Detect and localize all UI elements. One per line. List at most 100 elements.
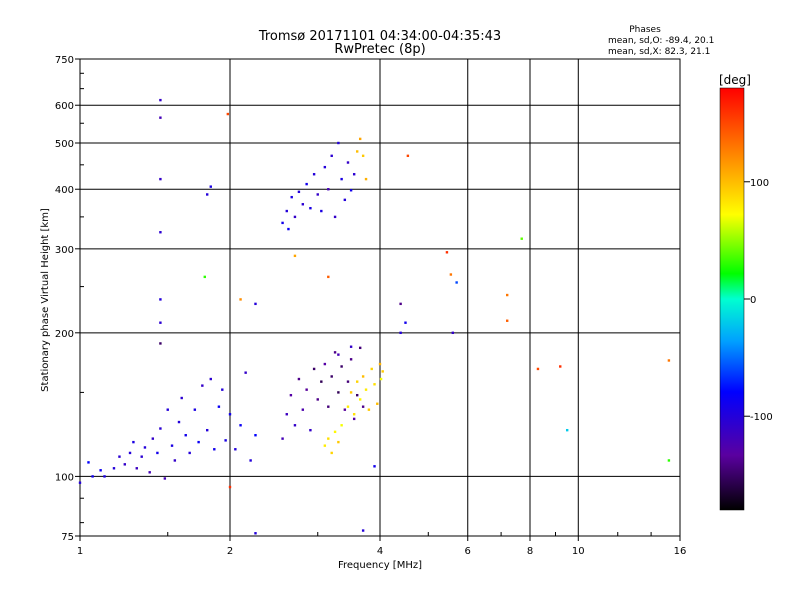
data-point [293,215,297,219]
data-point [358,346,362,350]
data-point [135,467,138,470]
data-point [301,408,305,411]
data-point [346,380,350,383]
data-point [224,439,227,442]
data-point [239,298,242,301]
data-point [254,532,257,535]
data-point [361,529,365,532]
data-point [565,428,569,432]
data-point [197,440,200,444]
data-point [128,451,132,455]
data-point [343,408,347,411]
data-point [536,367,540,371]
data-point [234,448,237,451]
data-point [337,440,340,444]
data-point [254,434,257,437]
axis-ticks [75,58,681,541]
data-point [349,391,353,394]
data-point [193,408,197,411]
data-point [148,471,151,474]
data-point [297,377,301,381]
data-point [305,388,308,391]
data-point [159,177,162,181]
data-point [203,275,206,279]
data-point [330,375,333,378]
data-point [205,428,209,432]
data-point [91,475,94,478]
data-point [381,370,384,373]
data-point [370,367,373,371]
data-point [352,417,356,421]
data-point [364,388,368,391]
data-point [406,154,410,158]
data-point [159,342,162,345]
data-point [209,185,212,188]
data-point [327,405,330,408]
data-point [159,427,162,430]
data-point [213,448,216,451]
data-point [166,408,169,411]
data-point [226,112,230,116]
data-point [254,302,257,306]
data-point [337,391,340,394]
data-point [346,161,350,164]
data-point [87,461,90,464]
data-point [293,424,297,427]
data-point [239,424,242,427]
data-point [455,281,458,284]
data-point [163,477,167,480]
data-point [364,177,368,181]
data-point [667,359,671,362]
y-tick-label: 750 [55,55,74,66]
data-point [312,173,316,176]
data-point [159,231,162,234]
data-point [221,388,224,391]
colorbar-label: [deg] [719,73,751,87]
x-tick-label: 10 [572,546,585,557]
data-point [159,321,162,324]
data-point [449,273,453,276]
data-point [349,358,353,361]
data-point [337,141,340,145]
data-point [316,398,319,401]
data-point [333,351,337,354]
data-point [330,451,333,455]
data-point [340,365,343,368]
data-point [355,380,359,383]
y-tick-label: 600 [55,101,74,112]
data-point [209,377,212,381]
data-point [327,188,330,191]
data-point [445,251,449,254]
data-point [323,362,327,366]
data-point [451,331,455,335]
data-point [376,402,379,405]
x-tick-label: 8 [527,546,533,557]
y-axis-label: Stationary phase Virtual Height [km] [40,208,51,392]
data-point [289,393,293,397]
data-point [340,177,343,181]
colorbar-tick-label: -100 [750,412,773,423]
data-point [323,444,327,447]
x-axis-label: Frequency [MHz] [338,560,422,571]
data-point [505,319,509,322]
y-tick-label: 75 [61,532,74,543]
data-point [112,467,116,470]
data-point [249,459,252,462]
colorbar [719,87,745,511]
data-point [123,463,126,466]
data-point [103,475,106,478]
data-point [333,215,337,219]
data-point [346,405,350,408]
data-point [293,254,297,258]
data-point [159,298,162,301]
data-point [358,398,362,401]
data-point [78,481,82,484]
data-point [177,420,181,424]
data-point [132,440,135,444]
grid-lines [80,59,680,536]
data-point [159,116,162,119]
data-point [173,459,177,462]
data-point [244,371,247,374]
data-point [355,150,359,153]
